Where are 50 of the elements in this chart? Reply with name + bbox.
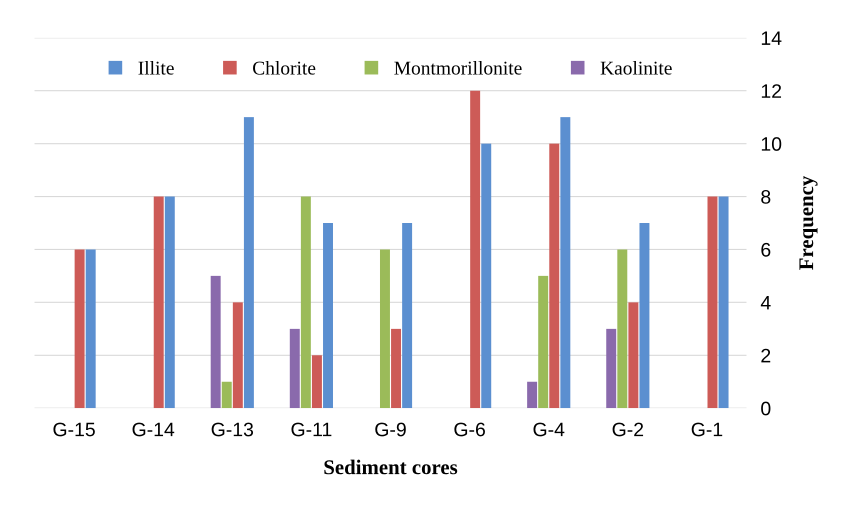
bar <box>391 328 402 408</box>
bar <box>232 302 243 408</box>
y-tick-label: 8 <box>761 190 770 204</box>
y-tick-label: 10 <box>762 137 782 151</box>
bar <box>380 249 390 408</box>
y-tick-label: 6 <box>761 242 770 257</box>
bar <box>560 117 570 408</box>
x-tick-label: G-2 <box>612 422 644 436</box>
bar <box>718 196 729 408</box>
legend-label: Chlorite <box>253 60 316 75</box>
x-tick-label: G-14 <box>132 422 174 436</box>
x-tick-label: G-9 <box>375 422 406 436</box>
y-axis-title: Frequency <box>799 176 818 270</box>
bar <box>527 382 538 408</box>
x-axis-title: Sediment cores <box>324 460 458 474</box>
y-tick-label: 0 <box>761 402 770 416</box>
bar <box>707 196 718 408</box>
bar <box>164 196 175 408</box>
x-tick-label: G-11 <box>291 422 332 436</box>
bar <box>402 223 412 408</box>
bar <box>300 196 311 408</box>
bar <box>290 328 300 408</box>
bar <box>470 90 480 408</box>
y-tick-label: 2 <box>761 348 770 362</box>
legend-label: Illite <box>138 60 174 75</box>
bar <box>323 223 333 408</box>
bar <box>244 117 254 408</box>
bar <box>210 276 221 408</box>
bar <box>74 249 85 408</box>
x-tick-label: G-13 <box>212 422 254 436</box>
x-tick-label: G-4 <box>533 422 564 436</box>
bar <box>222 382 232 408</box>
x-tick-label: G-15 <box>53 422 95 436</box>
y-tick-label: 4 <box>760 296 771 310</box>
bar <box>154 196 164 408</box>
bar <box>617 249 628 408</box>
bar <box>628 302 638 408</box>
legend-label: Montmorillonite <box>394 60 522 75</box>
y-tick-label: 12 <box>762 84 782 98</box>
bar <box>639 223 650 408</box>
bar <box>86 249 96 408</box>
bar <box>481 144 492 408</box>
legend-label: Kaolinite <box>600 60 672 75</box>
bar <box>312 355 322 408</box>
x-tick-label: G-6 <box>454 422 485 436</box>
x-tick-label: G-1 <box>692 422 722 436</box>
bar <box>549 144 560 408</box>
y-tick-label: 14 <box>762 31 782 45</box>
bar <box>606 328 616 408</box>
bar <box>538 276 548 408</box>
